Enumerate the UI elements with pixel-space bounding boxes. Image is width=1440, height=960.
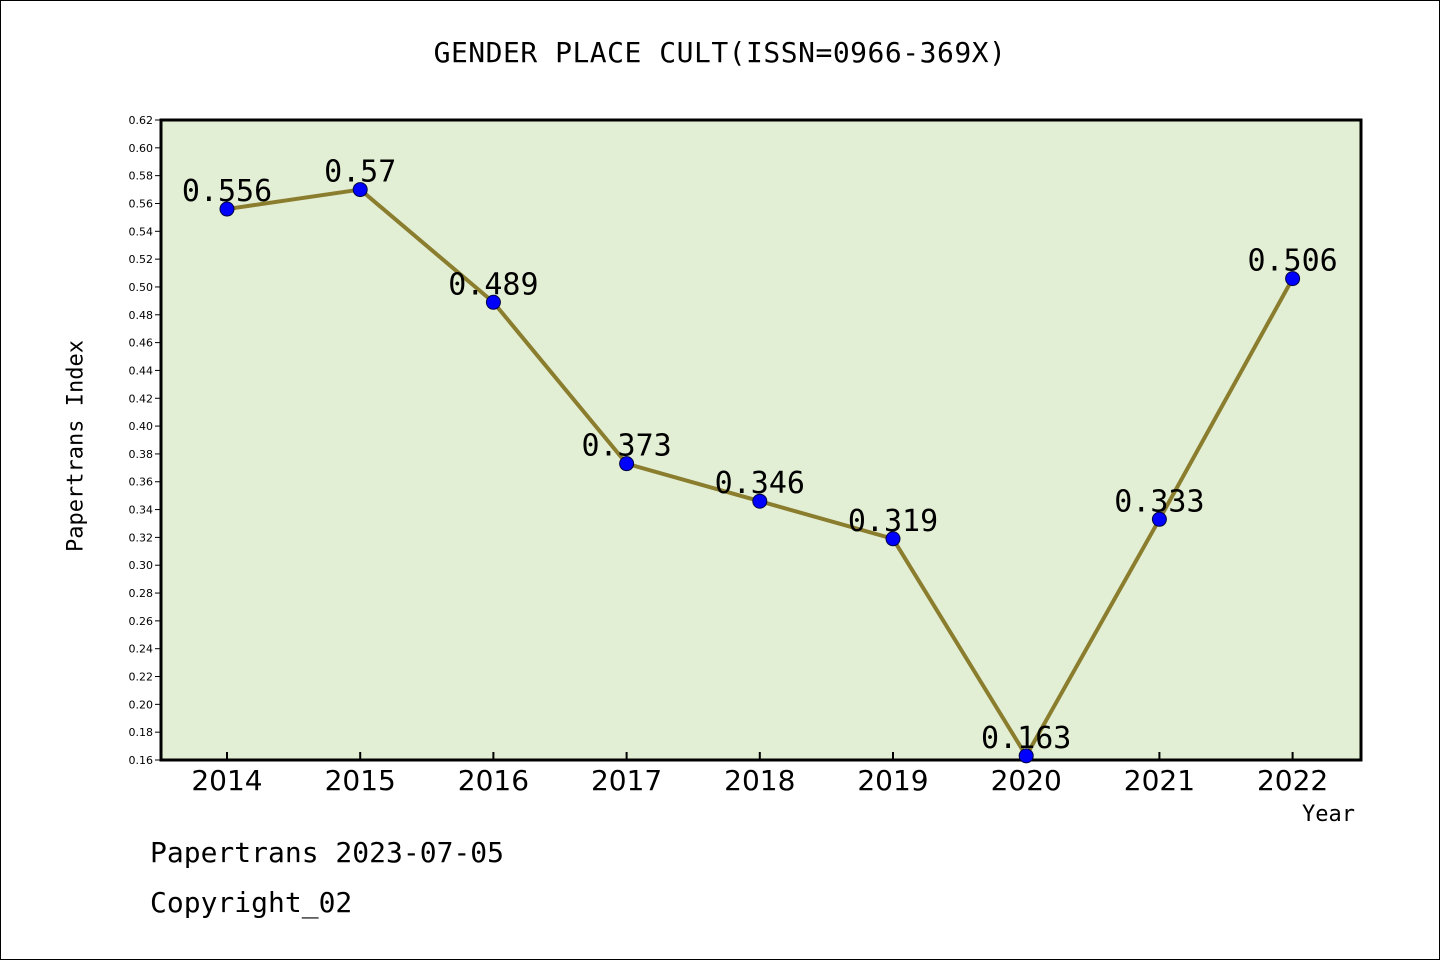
- x-tick-label: 2016: [458, 764, 529, 797]
- y-tick-label: 0.26: [129, 615, 154, 628]
- y-tick-label: 0.60: [129, 142, 154, 155]
- x-tick-label: 2022: [1257, 764, 1328, 797]
- y-tick-label: 0.62: [129, 114, 154, 127]
- data-point: [1151, 511, 1167, 527]
- data-label: 0.57: [324, 155, 396, 190]
- data-label: 0.346: [715, 466, 805, 501]
- data-point: [352, 182, 368, 198]
- y-tick-label: 0.42: [129, 392, 154, 405]
- data-label: 0.556: [182, 174, 272, 209]
- data-point: [885, 531, 901, 547]
- y-tick-label: 0.18: [129, 726, 154, 739]
- y-tick-label: 0.36: [129, 476, 154, 489]
- y-tick-label: 0.50: [129, 281, 154, 294]
- x-tick-label: 2015: [325, 764, 396, 797]
- y-tick-label: 0.30: [129, 559, 154, 572]
- data-point: [219, 201, 235, 217]
- y-tick-label: 0.20: [129, 698, 154, 711]
- data-label: 0.373: [581, 429, 671, 464]
- y-tick-label: 0.32: [129, 531, 154, 544]
- x-tick-label: 2014: [191, 764, 262, 797]
- y-tick-label: 0.28: [129, 587, 154, 600]
- y-tick-label: 0.46: [129, 337, 154, 350]
- data-point: [752, 493, 768, 509]
- y-tick-label: 0.16: [129, 754, 154, 767]
- data-point: [1018, 748, 1034, 764]
- y-tick-label: 0.52: [129, 253, 154, 266]
- y-tick-label: 0.44: [129, 364, 154, 377]
- y-tick-label: 0.22: [129, 671, 154, 684]
- y-tick-label: 0.54: [129, 225, 154, 238]
- plot-area: [159, 118, 1363, 762]
- y-tick-label: 0.48: [129, 309, 154, 322]
- y-tick-label: 0.34: [129, 504, 154, 517]
- data-point: [1285, 271, 1301, 287]
- y-tick-label: 0.58: [129, 170, 154, 183]
- y-tick-label: 0.56: [129, 197, 154, 210]
- x-tick-label: 2020: [991, 764, 1062, 797]
- data-label: 0.333: [1114, 484, 1204, 519]
- y-axis-label: Papertrans Index: [63, 340, 89, 552]
- y-tick-label: 0.40: [129, 420, 154, 433]
- data-label: 0.506: [1247, 244, 1337, 279]
- data-point: [485, 294, 501, 310]
- chart-title: GENDER PLACE CULT(ISSN=0966-369X): [433, 36, 1007, 69]
- x-tick-label: 2017: [591, 764, 662, 797]
- x-tick-label: 2018: [724, 764, 795, 797]
- y-tick-label: 0.38: [129, 448, 154, 461]
- data-label: 0.319: [848, 504, 938, 539]
- footer-date: Papertrans 2023-07-05: [150, 836, 505, 869]
- x-tick-label: 2021: [1124, 764, 1195, 797]
- y-tick-label: 0.24: [129, 643, 154, 656]
- x-axis-label: Year: [1302, 802, 1355, 827]
- data-point: [619, 456, 635, 472]
- data-label: 0.489: [448, 267, 538, 302]
- footer-copyright: Copyright_02: [150, 886, 353, 919]
- x-tick-label: 2019: [857, 764, 928, 797]
- data-label: 0.163: [981, 721, 1071, 756]
